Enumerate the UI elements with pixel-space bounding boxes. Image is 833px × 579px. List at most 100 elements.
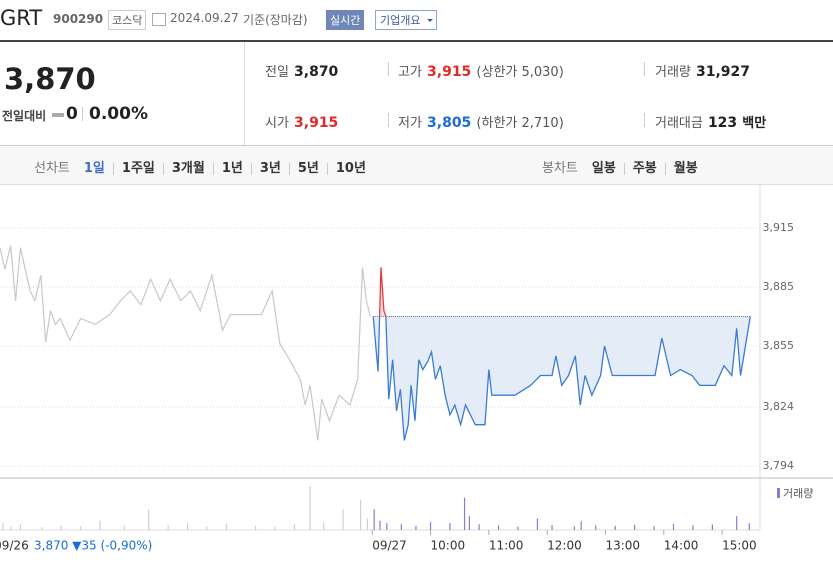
volume-bar [497,525,500,530]
tab[interactable]: 3년 [259,161,281,176]
volume-bar [736,516,738,530]
divider [326,162,328,175]
divider [82,107,83,121]
volume-bar [293,524,296,530]
volume-bar [148,509,150,530]
divider [112,162,114,175]
volume-bar [478,524,480,530]
y-tick-label: 3,915 [763,221,795,234]
stat-value: 123 [707,115,738,131]
change-rate: 0.00% [89,104,148,124]
x-tick-label: 14:00 [664,539,699,553]
tooltip: 3,870 ▼35 (-0,90%) [34,539,152,553]
stat-extra: (하한가 2,710) [476,116,564,131]
volume-bar [373,509,375,530]
volume-bar [400,524,402,530]
volume-bar [634,524,636,530]
volume-bar [60,525,62,530]
company-label: 기업개요 [380,14,421,27]
stat-label: 시가 [265,116,289,131]
divider [388,62,389,76]
x-tick-label: 09/27 [372,539,407,553]
y-tick-label: 3,794 [763,459,795,472]
volume-bar [99,520,101,530]
volume-bar [463,497,466,530]
volume-bar [186,523,189,530]
tab[interactable]: 1주일 [121,161,155,176]
volume-bar [19,524,22,530]
y-tick-label: 3,855 [763,339,795,352]
stat-extra: (상한가 5,030) [476,65,564,80]
volume-bar [614,525,616,530]
stat-label: 거래대금 [655,116,703,131]
divider [162,162,164,175]
stat-value: 31,927 [695,64,751,80]
divider [644,113,645,127]
market-badge: 코스닥 [108,10,147,30]
volume-bar [551,524,553,530]
tab[interactable]: 3개월 [171,161,205,176]
price-line [372,316,751,441]
divider [664,162,666,175]
volume-bar [359,500,362,530]
tab[interactable]: 10년 [335,161,366,176]
change-label: 전일대비 [2,109,47,123]
x-tick-label: 10:00 [431,539,466,553]
stat-label: 고가 [398,65,422,80]
volume-bar [225,524,228,530]
stat-label: 거래량 [655,65,691,80]
legend-label: 거래량 [783,487,813,500]
volume-bar [41,527,43,530]
stat-unit: 백만 [742,116,767,131]
volume-bar [429,521,432,530]
x-tick-label: 12:00 [547,539,582,553]
tab[interactable]: 1일 [83,161,105,176]
divider [288,162,290,175]
tab-group-label: 봉차트 [542,161,578,176]
area-down [373,316,751,441]
volume-bar [468,516,471,530]
tab[interactable]: 월봉 [673,161,698,176]
volume-bar [711,524,713,530]
volume-bar [595,525,597,530]
divider [388,113,389,127]
realtime-button[interactable]: 실시간 [326,10,365,30]
company-button[interactable]: 기업개요 [375,10,438,30]
volume-bar [366,518,368,530]
stat-value: 3,915 [294,115,339,131]
legend-swatch [777,488,780,498]
volume-bar [274,526,276,530]
stock-code: 900290 [53,12,104,26]
volume-bar [415,525,417,530]
x-tick-label: 11:00 [489,539,524,553]
volume-bar [692,525,694,530]
stat-value: 3,805 [427,115,472,131]
tab-group-label: 선차트 [34,161,70,176]
tab[interactable]: 일봉 [591,161,616,176]
basis: 기준(장마감) [243,13,308,27]
date: 2024.09.27 [170,11,239,25]
divider [0,40,833,42]
y-tick-label: 3,885 [763,280,795,293]
caret [427,19,433,22]
calendar-icon [152,13,166,26]
volume-bar [573,526,575,530]
tab-bar [0,145,833,185]
divider [212,162,214,175]
tab[interactable]: 주봉 [632,161,657,176]
volume-bar [323,523,325,530]
change: 0 [66,104,78,124]
volume-bar [672,524,675,530]
volume-bar [379,520,381,530]
candle-tabs: 봉차트 일봉 주봉 월봉 [542,157,698,176]
tab[interactable]: 1년 [221,161,243,176]
y-tick-label: 3,824 [763,400,795,413]
volume-bar [2,523,4,530]
tab[interactable]: 5년 [297,161,319,176]
volume-bar [386,523,388,530]
volume-bar [309,486,311,530]
stat-value: 3,870 [294,64,339,80]
stat-label: 전일 [265,65,289,80]
